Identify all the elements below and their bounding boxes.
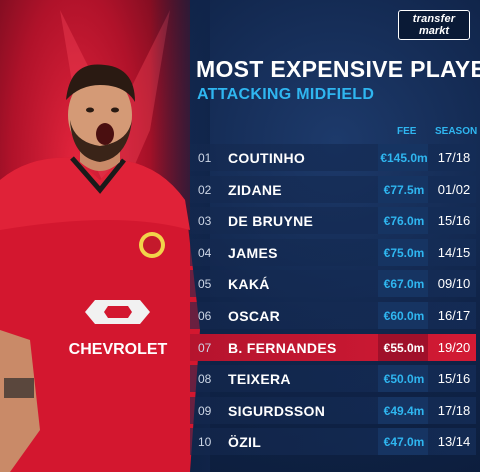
row-rank: 06 xyxy=(198,308,212,323)
row-rank: 04 xyxy=(198,245,212,260)
table-row: 09 SIGURDSSON €49.4m 17/18 xyxy=(190,395,476,427)
row-rank: 07 xyxy=(198,340,212,355)
shirt-sponsor-text: CHEVROLET xyxy=(69,341,168,358)
transfermarkt-logo: transfer markt xyxy=(398,10,470,40)
row-player-name: SIGURDSSON xyxy=(228,402,326,419)
row-season: 17/18 xyxy=(437,402,471,418)
table-row: 08 TEIXERA €50.0m 15/16 xyxy=(190,363,476,395)
row-fee: €55.0m xyxy=(383,340,425,355)
ranking-table: 01 COUTINHO €145.0m 17/18 02 ZIDANE €77.… xyxy=(190,142,476,458)
row-player-name: TEIXERA xyxy=(228,371,291,388)
row-season: 15/16 xyxy=(437,371,471,387)
row-season: 01/02 xyxy=(437,181,471,197)
row-fee: €76.0m xyxy=(383,214,425,229)
row-season: 17/18 xyxy=(437,150,471,165)
table-row: 02 ZIDANE €77.5m 01/02 xyxy=(190,174,476,206)
row-fee: €49.4m xyxy=(383,403,425,418)
row-rank: 09 xyxy=(198,403,212,418)
row-season: 15/16 xyxy=(437,213,471,229)
row-season: 19/20 xyxy=(437,339,471,355)
row-rank: 02 xyxy=(198,182,212,197)
row-rank: 05 xyxy=(198,277,212,292)
row-player-name: DE BRUYNE xyxy=(228,213,314,230)
row-season: 14/15 xyxy=(437,244,471,260)
row-fee: €77.5m xyxy=(383,182,425,197)
page-title: MOST EXPENSIVE PLAYERS xyxy=(196,56,480,82)
row-season: 13/14 xyxy=(437,434,471,450)
row-rank: 01 xyxy=(198,151,212,165)
row-fee: €60.0m xyxy=(383,308,425,323)
row-player-name: KAKÁ xyxy=(228,276,270,293)
logo-line-1: transfer xyxy=(412,13,456,25)
row-player-name: B. FERNANDES xyxy=(228,339,337,356)
row-rank: 03 xyxy=(198,214,212,229)
table-row: 10 ÖZIL €47.0m 13/14 xyxy=(190,426,476,458)
table-row: 04 JAMES €75.0m 14/15 xyxy=(190,237,476,269)
row-rank: 08 xyxy=(198,372,212,387)
table-row: 06 OSCAR €60.0m 16/17 xyxy=(190,300,476,332)
row-fee: €145.0m xyxy=(380,151,428,165)
column-header-season: SEASON xyxy=(435,126,478,137)
column-header-fee: FEE xyxy=(397,126,417,137)
row-fee: €47.0m xyxy=(383,435,425,450)
row-season: 16/17 xyxy=(437,307,471,323)
row-fee: €67.0m xyxy=(383,277,425,292)
row-player-name: JAMES xyxy=(228,244,278,261)
table-row-highlighted: 07 B. FERNANDES €55.0m 19/20 xyxy=(190,332,476,364)
player-photo: CHEVROLET xyxy=(0,64,200,472)
row-player-name: ZIDANE xyxy=(228,181,282,198)
table-row: 01 COUTINHO €145.0m 17/18 xyxy=(190,142,476,174)
row-fee: €75.0m xyxy=(383,245,425,260)
row-player-name: COUTINHO xyxy=(228,150,306,166)
row-season: 09/10 xyxy=(437,276,471,292)
row-rank: 10 xyxy=(198,435,212,450)
table-row: 03 DE BRUYNE €76.0m 15/16 xyxy=(190,205,476,237)
table-row: 05 KAKÁ €67.0m 09/10 xyxy=(190,268,476,300)
row-fee: €50.0m xyxy=(383,372,425,387)
row-player-name: OSCAR xyxy=(228,307,281,324)
row-player-name: ÖZIL xyxy=(228,434,262,451)
logo-line-2: markt xyxy=(419,25,449,37)
page-subtitle: ATTACKING MIDFIELD xyxy=(197,86,375,103)
